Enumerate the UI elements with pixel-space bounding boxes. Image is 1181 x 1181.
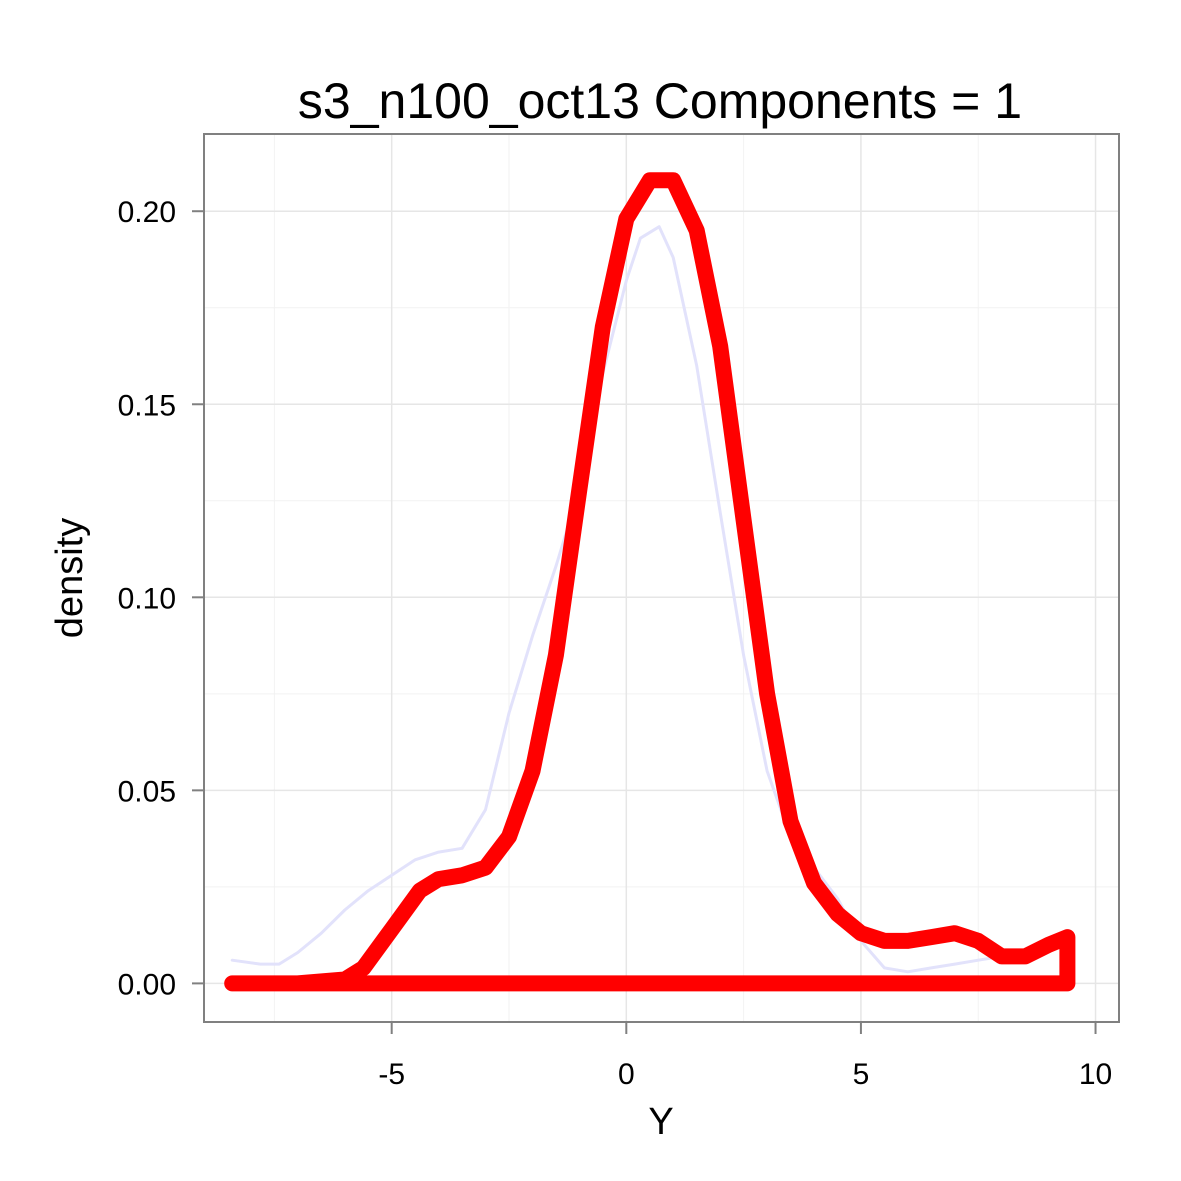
plot-panel	[204, 134, 1119, 1022]
series-layer	[224, 172, 1076, 992]
x-tick-label: 10	[1079, 1058, 1112, 1091]
y-axis: 0.00 0.05 0.10 0.15 0.20	[118, 196, 204, 1001]
y-tick-label: 0.20	[118, 196, 176, 229]
fitted-density-line	[224, 172, 1076, 992]
y-tick-label: 0.10	[118, 582, 176, 615]
x-tick-label: -5	[378, 1058, 405, 1091]
y-tick-label: 0.05	[118, 775, 176, 808]
x-tick-label: 0	[618, 1058, 635, 1091]
y-tick-label: 0.00	[118, 968, 176, 1001]
empirical-density-line	[230, 225, 1004, 974]
x-axis-title: Y	[648, 1101, 673, 1143]
y-axis-title: density	[49, 518, 91, 638]
x-tick-label: 5	[853, 1058, 870, 1091]
y-tick-label: 0.15	[118, 389, 176, 422]
chart-title: s3_n100_oct13 Components = 1	[298, 73, 1022, 129]
plot-panel-border	[203, 133, 1120, 1023]
x-axis: -5 0 5 10	[378, 1022, 1112, 1091]
